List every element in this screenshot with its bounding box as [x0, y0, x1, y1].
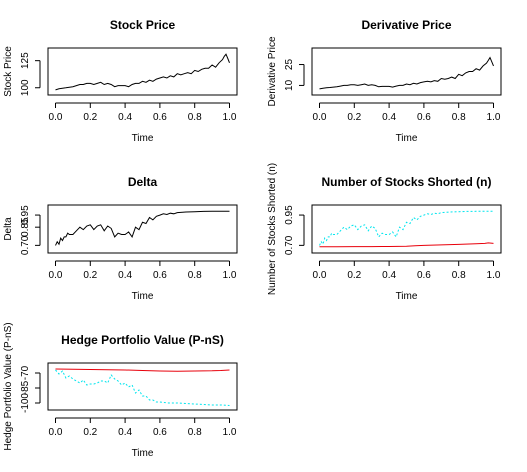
hedge-x-tick-label: 0.0 — [49, 427, 63, 438]
shorted-x-tick-label: 0.4 — [382, 270, 396, 281]
shorted-series-1-line — [319, 242, 494, 248]
delta-x-tick-label: 0.4 — [118, 270, 132, 281]
hedge-x-tick-label: 1.0 — [223, 427, 237, 438]
derivative-x-axis-label: Time — [396, 133, 418, 144]
shorted-plot-frame — [311, 204, 502, 254]
stock-x-tick-label: 1.0 — [223, 112, 237, 123]
stock-title: Stock Price — [110, 18, 176, 32]
hedge-plot-frame — [47, 362, 238, 411]
delta-y-tick-label: 0.70 — [20, 235, 31, 255]
hedge-x-tick-label: 0.6 — [153, 427, 167, 438]
shorted-y-tick-label: 0.70 — [284, 235, 295, 255]
shorted-x-axis-label: Time — [396, 291, 418, 302]
derivative-x-tick-label: 0.8 — [452, 112, 466, 123]
delta-y-tick-label: 0.85 — [20, 217, 31, 237]
derivative-y-axis-label: Derivative Price — [267, 36, 278, 106]
delta-x-tick-label: 0.0 — [49, 270, 63, 281]
derivative-x-tick-label: 1.0 — [487, 112, 501, 123]
shorted-x-tick-label: 0.0 — [313, 270, 327, 281]
stock-x-tick-label: 0.0 — [49, 112, 63, 123]
hedge-x-tick-label: 0.2 — [83, 427, 97, 438]
shorted-x-tick-label: 1.0 — [487, 270, 501, 281]
delta-title: Delta — [128, 175, 158, 189]
shorted-x-tick-label: 0.2 — [347, 270, 361, 281]
delta-x-tick-label: 0.6 — [153, 270, 167, 281]
delta-x-axis-label: Time — [132, 291, 154, 302]
derivative-panel: Derivative Price 0.0 0.2 0.4 0.6 0.8 1.0 Time 10… — [267, 18, 502, 144]
delta-x-tick-label: 0.2 — [83, 270, 97, 281]
shorted-series-0-line — [319, 210, 494, 246]
derivative-x-tick-label: 0.0 — [313, 112, 327, 123]
shorted-x-tick-label: 0.8 — [452, 270, 466, 281]
hedge-red-overlay — [55, 368, 230, 372]
stock-y-tick-label: 125 — [20, 52, 31, 69]
derivative-y-tick-label: 10 — [284, 79, 295, 91]
hedge-x-tick-label: 0.4 — [118, 427, 132, 438]
shorted-panel: Number of Stocks Shorted (n) 0.0 0.2 0.4 0.6… — [267, 163, 502, 302]
shorted-x-tick-label: 0.6 — [417, 270, 431, 281]
delta-x-tick-label: 0.8 — [188, 270, 202, 281]
stock-x-tick-label: 0.2 — [83, 112, 97, 123]
delta-y-axis-label: Delta — [3, 217, 14, 241]
hedge-y-tick-label: -70 — [20, 365, 31, 380]
hedge-x-axis-label: Time — [132, 448, 154, 459]
stock-series-0-line — [55, 53, 230, 91]
derivative-y-tick-label: 25 — [284, 59, 295, 71]
stock-panel: Stock Price 0.0 0.2 0.4 0.6 0.8 1.0 Time 100 125 S… — [3, 18, 238, 144]
delta-panel: Delta 0.0 0.2 0.4 0.6 0.8 1.0 Time 0.700.850.95 D… — [3, 175, 238, 302]
hedge-red-series-0-line — [55, 368, 230, 372]
delta-x-tick-label: 1.0 — [223, 270, 237, 281]
stock-y-axis-label: Stock Price — [3, 46, 14, 97]
derivative-x-tick-label: 0.2 — [347, 112, 361, 123]
shorted-title: Number of Stocks Shorted (n) — [321, 175, 491, 189]
shorted-y-axis-label: Number of Stocks Shorted (n) — [267, 163, 278, 295]
hedge-x-tick-label: 0.8 — [188, 427, 202, 438]
hedge-y-axis-label: Hedge Portfolio Value (P-nS) — [3, 322, 14, 450]
hedge-panel: Hedge Portfolio Value (P-nS) 0.0 0.2 0.4 0.6… — [3, 322, 238, 459]
stock-y-tick-label: 100 — [20, 79, 31, 96]
hedge-y-tick-label: -100 — [20, 393, 31, 413]
derivative-x-tick-label: 0.4 — [382, 112, 396, 123]
stock-plot-frame — [47, 47, 238, 96]
delta-y-tick-label: 0.95 — [20, 205, 31, 225]
hedge-series-0-line — [55, 369, 230, 406]
stock-x-tick-label: 0.8 — [188, 112, 202, 123]
stock-x-tick-label: 0.4 — [118, 112, 132, 123]
delta-series-0-line — [55, 210, 230, 246]
derivative-series-0-line — [319, 56, 494, 90]
stock-x-axis-label: Time — [132, 133, 154, 144]
derivative-plot-frame — [311, 47, 502, 96]
derivative-title: Derivative Price — [361, 18, 451, 32]
derivative-x-tick-label: 0.6 — [417, 112, 431, 123]
shorted-y-tick-label: 0.95 — [284, 205, 295, 225]
hedge-y-tick-label: -85 — [20, 380, 31, 395]
stock-x-tick-label: 0.6 — [153, 112, 167, 123]
hedge-title: Hedge Portfolio Value (P-nS) — [61, 333, 224, 347]
delta-plot-frame — [47, 204, 238, 254]
